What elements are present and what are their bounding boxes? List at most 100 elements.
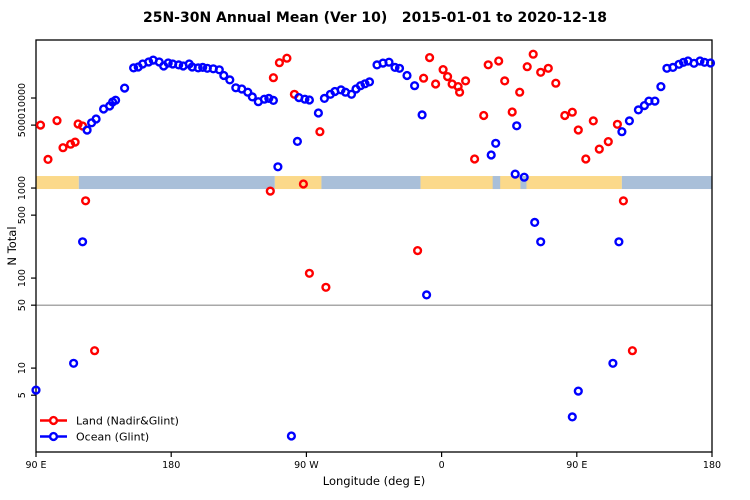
data-point-land	[268, 73, 279, 83]
x-tick-label: 0	[439, 460, 445, 471]
data-point-land	[413, 246, 423, 256]
data-point-ocean	[624, 116, 635, 126]
data-point-ocean	[674, 59, 684, 69]
data-point-ocean	[219, 70, 229, 81]
data-point-ocean	[510, 169, 520, 179]
data-point-ocean	[268, 95, 279, 106]
data-point-land	[551, 78, 561, 88]
data-point-ocean	[273, 162, 283, 172]
data-point-land	[425, 52, 435, 63]
data-point-land	[612, 119, 623, 129]
series-land	[35, 49, 638, 356]
data-point-land	[483, 60, 493, 70]
surface-band-ocean	[621, 176, 712, 190]
data-point-land	[594, 144, 604, 154]
data-point-land	[321, 282, 331, 292]
legend-marker-symbol	[48, 415, 59, 426]
data-point-land	[567, 107, 577, 117]
data-point-ocean	[639, 100, 650, 111]
data-point-ocean	[491, 138, 501, 148]
data-point-ocean	[390, 62, 400, 73]
data-point-ocean	[214, 65, 224, 75]
data-point-land	[315, 127, 325, 137]
data-point-land	[536, 67, 546, 77]
data-point-ocean	[355, 81, 366, 91]
data-point-land	[494, 56, 504, 66]
data-point-land	[461, 76, 471, 86]
x-axis-label: Longitude (deg E)	[322, 474, 426, 488]
data-point-land	[282, 53, 292, 63]
data-point-ocean	[394, 63, 405, 73]
data-point-ocean	[110, 95, 121, 105]
data-point-ocean	[705, 58, 716, 68]
data-point-ocean	[486, 150, 496, 160]
data-point-land	[603, 137, 613, 147]
data-point-land	[507, 107, 517, 117]
data-point-land	[431, 79, 441, 89]
data-point-ocean	[119, 83, 130, 93]
data-point-land	[35, 120, 46, 130]
data-point-ocean	[292, 136, 303, 147]
surface-band-land	[274, 176, 322, 190]
data-point-ocean	[512, 121, 522, 131]
legend-label: Ocean (Glint)	[76, 431, 149, 444]
data-point-ocean	[656, 81, 666, 92]
surface-band-ocean	[520, 176, 527, 190]
data-point-land	[70, 137, 80, 147]
data-point-ocean	[567, 412, 577, 422]
data-point-ocean	[304, 95, 315, 105]
data-point-ocean	[608, 358, 618, 368]
data-point-land	[581, 154, 591, 164]
x-tick-label: 90 E	[25, 460, 46, 471]
data-point-ocean	[617, 127, 627, 137]
data-point-ocean	[530, 217, 540, 228]
data-point-ocean	[91, 114, 101, 124]
data-point-ocean	[225, 75, 235, 85]
data-point-ocean	[193, 63, 203, 73]
series-ocean	[31, 55, 716, 441]
data-point-land	[73, 119, 83, 129]
data-point-ocean	[313, 108, 324, 118]
data-point-ocean	[174, 60, 184, 70]
data-point-ocean	[243, 87, 253, 97]
data-point-ocean	[536, 237, 546, 247]
data-point-land	[58, 143, 68, 153]
data-point-land	[443, 71, 453, 82]
data-point-ocean	[82, 125, 92, 135]
data-point-ocean	[422, 290, 432, 300]
y-tick-label: 10000	[17, 83, 28, 113]
legend-label: Land (Nadir&Glint)	[76, 415, 179, 428]
data-point-land	[470, 154, 480, 164]
data-point-ocean	[259, 94, 269, 104]
legend-marker-symbol	[48, 431, 59, 442]
data-point-ocean	[286, 431, 297, 441]
data-point-ocean	[300, 94, 310, 104]
data-point-land	[588, 116, 598, 126]
data-point-ocean	[678, 57, 689, 67]
data-point-land	[304, 268, 315, 278]
data-point-ocean	[129, 63, 139, 73]
x-tick-label: 180	[703, 460, 721, 471]
data-point-ocean	[614, 237, 624, 247]
data-point-land	[479, 110, 489, 121]
data-point-land	[265, 186, 275, 196]
data-point-ocean	[384, 57, 394, 67]
data-point-land	[298, 179, 309, 189]
data-point-land	[618, 196, 629, 206]
data-point-ocean	[319, 93, 330, 104]
data-point-ocean	[417, 110, 427, 120]
data-point-ocean	[410, 81, 420, 91]
data-point-ocean	[402, 70, 412, 81]
data-point-ocean	[360, 79, 370, 89]
data-point-land	[455, 87, 465, 97]
x-tick-label: 180	[162, 460, 180, 471]
surface-band-ocean	[78, 176, 275, 190]
data-point-ocean	[31, 385, 41, 395]
data-point-ocean	[68, 358, 79, 368]
surface-band-land	[36, 176, 79, 190]
chart-title: 25N-30N Annual Mean (Ver 10) 2015-01-01 …	[142, 10, 608, 26]
data-point-ocean	[144, 57, 154, 67]
legend: Land (Nadir&Glint) Ocean (Glint)	[40, 415, 179, 444]
